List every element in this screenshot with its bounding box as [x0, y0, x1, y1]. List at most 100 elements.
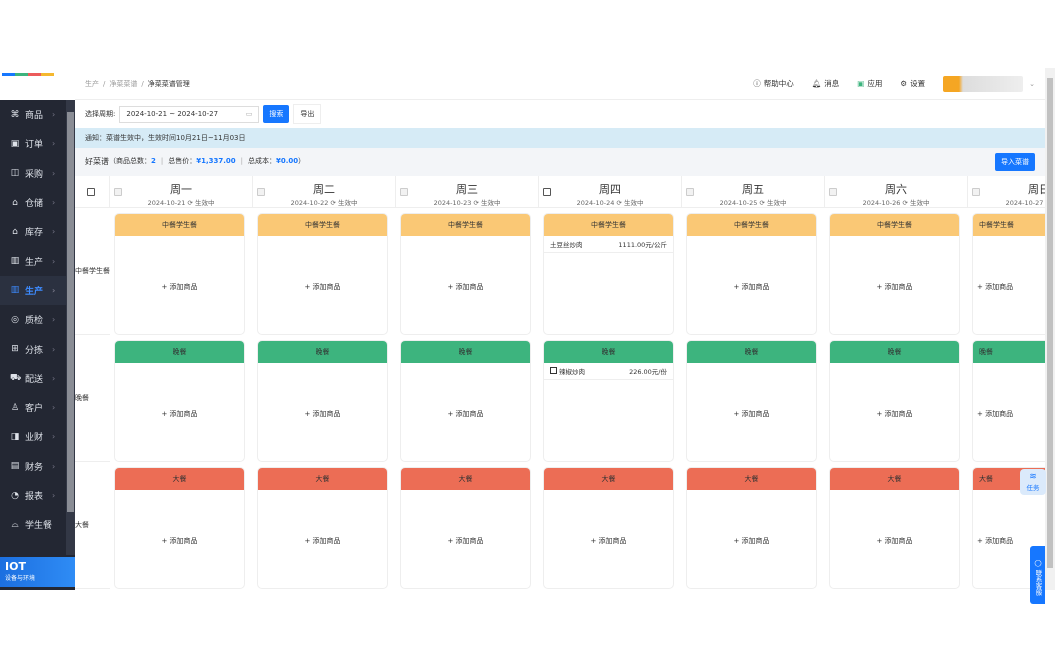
- add-item-button[interactable]: + 添加商品: [733, 537, 770, 545]
- add-item-button[interactable]: + 添加商品: [590, 537, 627, 545]
- iot-banner[interactable]: IOT 设备与环境: [0, 557, 75, 587]
- sidebar-item-1[interactable]: ▣ 订单 ›: [0, 129, 75, 158]
- customer-service-button[interactable]: ◯ 联系客服: [1030, 546, 1045, 604]
- add-item-button[interactable]: + 添加商品: [977, 283, 1014, 291]
- export-button[interactable]: 导出: [293, 104, 322, 124]
- sidebar-scrollbar[interactable]: [66, 100, 75, 555]
- user-avatar[interactable]: [943, 75, 1024, 92]
- chevron-right-icon: ›: [52, 198, 56, 208]
- sidebar-item-6[interactable]: ▥ 生产 ›: [0, 275, 75, 306]
- task-button[interactable]: ≋ 任务: [1020, 469, 1046, 495]
- chevron-down-icon[interactable]: ⌄: [1029, 79, 1035, 88]
- breadcrumb-current: 净菜菜谱管理: [147, 79, 190, 88]
- add-item-button[interactable]: + 添加商品: [161, 410, 198, 418]
- add-item-button[interactable]: + 添加商品: [876, 537, 913, 545]
- add-item-button[interactable]: + 添加商品: [447, 410, 484, 418]
- help-center-link[interactable]: ⓘ 帮助中心: [753, 79, 794, 88]
- add-item-button[interactable]: + 添加商品: [447, 283, 484, 291]
- notice-bar: 通知：菜谱生效中，生效时间10月21日~11月03日: [75, 128, 1045, 148]
- user-icon: ♙: [10, 402, 20, 413]
- help-icon: ⓘ: [753, 79, 761, 88]
- meal-card-header: 晚餐: [115, 341, 244, 363]
- meal-card: 中餐学生餐 + 添加商品: [257, 213, 388, 335]
- sidebar-item-7[interactable]: ◎ 质检 ›: [0, 305, 75, 334]
- day-checkbox[interactable]: [686, 188, 694, 196]
- add-item-button[interactable]: + 添加商品: [447, 537, 484, 545]
- day-checkbox[interactable]: [257, 188, 265, 196]
- sidebar-item-8[interactable]: ⊞ 分拣 ›: [0, 334, 75, 363]
- day-header: 周三 2024-10-23 ⟳ 生效中: [396, 176, 539, 208]
- sidebar-item-11[interactable]: ◨ 业财 ›: [0, 422, 75, 451]
- item-count: 2: [151, 157, 156, 165]
- select-all-checkbox[interactable]: [87, 188, 95, 196]
- day-header: 周二 2024-10-22 ⟳ 生效中: [253, 176, 396, 208]
- status-text: 生效中: [480, 199, 501, 207]
- day-name: 周四: [599, 183, 621, 196]
- add-item-button[interactable]: + 添加商品: [876, 410, 913, 418]
- sidebar-item-label: 库存: [25, 228, 44, 239]
- status-text: 生效中: [623, 199, 644, 207]
- day-checkbox[interactable]: [829, 188, 837, 196]
- status-text: 生效中: [909, 199, 930, 207]
- apps-link[interactable]: ▣ 应用: [857, 79, 883, 88]
- page-scrollbar[interactable]: [1045, 68, 1055, 590]
- sync-icon: ⟳: [471, 199, 481, 207]
- select-all-cell: [75, 176, 110, 208]
- import-recipe-button[interactable]: 导入菜谱: [995, 153, 1035, 171]
- add-item-button[interactable]: + 添加商品: [304, 410, 341, 418]
- add-item-button[interactable]: + 添加商品: [977, 537, 1014, 545]
- add-item-button[interactable]: + 添加商品: [304, 537, 341, 545]
- meal-card-header: 中餐学生餐: [830, 214, 959, 236]
- add-item-button[interactable]: + 添加商品: [733, 283, 770, 291]
- item-checkbox[interactable]: [550, 367, 557, 374]
- sidebar-item-5[interactable]: ▥ 生产 ›: [0, 246, 75, 275]
- sidebar-item-13[interactable]: ◔ 报表 ›: [0, 481, 75, 510]
- meal-card-header: 大餐: [544, 468, 673, 490]
- day-checkbox[interactable]: [400, 188, 408, 196]
- add-item-button[interactable]: + 添加商品: [977, 410, 1014, 418]
- sidebar-item-14[interactable]: ⌓ 学生餐: [0, 510, 75, 539]
- meal-card-header: 大餐: [687, 468, 816, 490]
- meal-card: 晚餐 辣椒炒肉 226.00元/份: [543, 340, 674, 462]
- sidebar-item-4[interactable]: ⌂ 库存 ›: [0, 217, 75, 246]
- breadcrumb-production[interactable]: 生产: [85, 79, 99, 88]
- menu-item[interactable]: 土豆丝炒肉 1111.00元/公斤: [544, 236, 673, 253]
- sync-icon: ⟳: [328, 199, 338, 207]
- iot-title: IOT: [5, 560, 26, 573]
- sidebar-item-3[interactable]: ⌂ 仓储 ›: [0, 188, 75, 217]
- day-checkbox[interactable]: [114, 188, 122, 196]
- sidebar-item-10[interactable]: ♙ 客户 ›: [0, 393, 75, 422]
- day-checkbox[interactable]: [972, 188, 980, 196]
- meal-card-header: 中餐学生餐: [115, 214, 244, 236]
- add-item-button[interactable]: + 添加商品: [876, 283, 913, 291]
- sync-icon: ⟳: [900, 199, 910, 207]
- breadcrumb-recipes[interactable]: 净菜菜谱: [109, 79, 138, 88]
- meal-card: 大餐 + 添加商品: [257, 467, 388, 589]
- search-button[interactable]: 搜索: [263, 105, 290, 123]
- menu-item[interactable]: 辣椒炒肉 226.00元/份: [544, 363, 673, 380]
- sidebar-item-0[interactable]: ⌘ 商品 ›: [0, 100, 75, 129]
- add-item-button[interactable]: + 添加商品: [161, 283, 198, 291]
- meal-row-label: 中餐学生餐: [75, 208, 110, 335]
- settings-link[interactable]: ⚙ 设置: [900, 79, 926, 88]
- grid-icon: ⌘: [10, 109, 20, 120]
- sidebar-item-label: 生产: [25, 286, 44, 297]
- calendar-icon: ▭: [245, 110, 253, 118]
- add-item-button[interactable]: + 添加商品: [304, 283, 341, 291]
- meal-card: 大餐 + 添加商品: [543, 467, 674, 589]
- messages-link[interactable]: 🔔︎ 消息: [811, 79, 840, 88]
- chevron-right-icon: ›: [52, 461, 56, 471]
- meal-card: 中餐学生餐 + 添加商品: [972, 213, 1045, 335]
- add-item-button[interactable]: + 添加商品: [733, 410, 770, 418]
- meal-card: 大餐 + 添加商品: [400, 467, 531, 589]
- period-label: 选择周期:: [85, 110, 116, 118]
- add-item-button[interactable]: + 添加商品: [161, 537, 198, 545]
- day-checkbox[interactable]: [543, 188, 551, 196]
- sidebar-item-2[interactable]: ◫ 采购 ›: [0, 159, 75, 188]
- date-range-picker[interactable]: 2024-10-21 ~ 2024-10-27 ▭: [119, 105, 260, 123]
- chevron-right-icon: ›: [52, 373, 56, 383]
- day-header: 周五 2024-10-25 ⟳ 生效中: [682, 176, 825, 208]
- chart-icon: ◨: [10, 431, 20, 442]
- sidebar-item-12[interactable]: ▤ 财务 ›: [0, 452, 75, 481]
- sidebar-item-9[interactable]: ⛟ 配送 ›: [0, 364, 75, 393]
